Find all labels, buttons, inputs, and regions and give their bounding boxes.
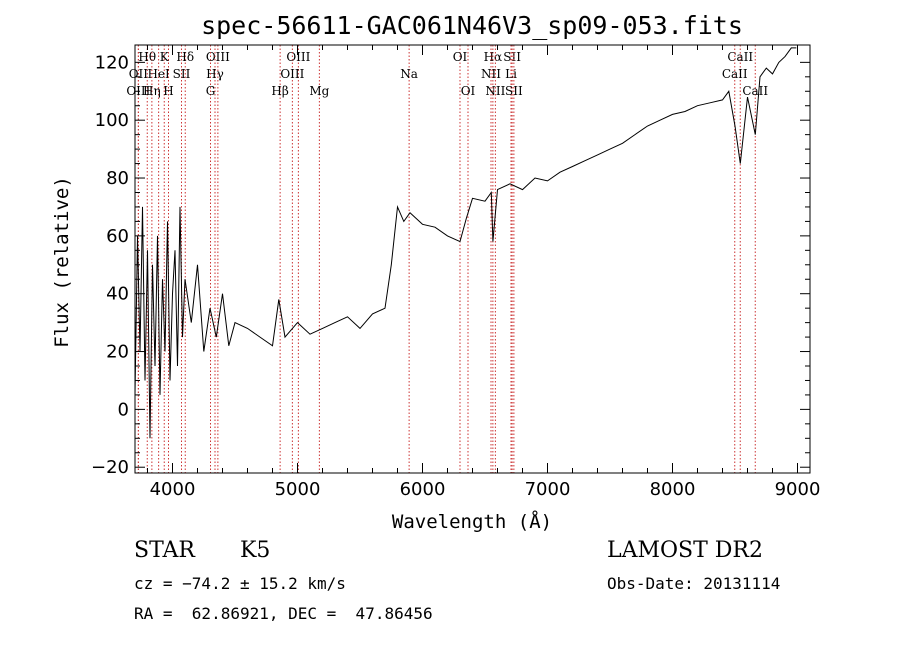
observation-date: Obs-Date: 20131114 xyxy=(607,574,781,593)
spectral-line-label: NII xyxy=(481,67,501,81)
survey-label: LAMOST DR2 xyxy=(607,538,763,563)
spectral-line-label: OIII xyxy=(280,67,304,81)
spectral-line-label: SII xyxy=(505,84,523,98)
spectral-line-label: G xyxy=(206,84,216,98)
spectral-line-label: SII xyxy=(173,67,191,81)
spectral-line-label: Li xyxy=(505,67,517,81)
object-subclass: K5 xyxy=(240,538,271,563)
spectral-line-label: Mg xyxy=(309,84,329,98)
x-tick-label: 4000 xyxy=(150,479,196,500)
plot-frame xyxy=(134,44,811,474)
y-tick-label: 20 xyxy=(106,342,129,363)
spectral-line-label: H xyxy=(163,84,173,98)
spectral-line-label: HeI xyxy=(147,67,170,81)
spectral-line-label: Hα xyxy=(484,50,503,64)
spectral-line-label: Hβ xyxy=(271,84,288,98)
coordinates: RA = 62.86921, DEC = 47.86456 xyxy=(134,604,433,623)
y-tick-label: 40 xyxy=(106,284,129,305)
chart-title: spec-56611-GAC061N46V3_sp09-053.fits xyxy=(201,11,743,40)
x-tick-label: 8000 xyxy=(650,479,696,500)
spectrum-chart: spec-56611-GAC061N46V3_sp09-053.fits HθO… xyxy=(51,11,820,533)
spectral-line-label: OIII xyxy=(286,50,310,64)
x-axis-label: Wavelength (Å) xyxy=(392,510,552,533)
x-tick-label: 5000 xyxy=(275,479,321,500)
spectral-line-label: SII xyxy=(503,50,521,64)
y-tick-label: −20 xyxy=(91,457,129,478)
x-tick-label: 7000 xyxy=(525,479,571,500)
spectral-line-label: Hη xyxy=(143,84,161,98)
spectral-line-label: CaII xyxy=(727,50,753,64)
object-class: STAR xyxy=(134,538,195,563)
y-axis-label: Flux (relative) xyxy=(51,176,73,348)
y-tick-label: 60 xyxy=(106,226,129,247)
spectrum-series-line xyxy=(134,47,797,439)
spectral-line-label: K xyxy=(160,50,170,64)
spectral-line-label: OI xyxy=(461,84,476,98)
spectral-line-label: OIII xyxy=(206,50,230,64)
y-tick-label: 0 xyxy=(118,399,129,420)
axis-ticks: 4000 5000 6000 7000 8000 9000 −20 0 20 40 60 80 100 1… xyxy=(91,45,820,500)
redshift-velocity: cz = −74.2 ± 15.2 km/s xyxy=(134,574,346,593)
spectral-line-label: CaII xyxy=(742,84,768,98)
y-tick-label: 100 xyxy=(95,110,129,131)
spectral-line-label: Hδ xyxy=(176,50,194,64)
spectral-line-label: NII xyxy=(485,84,505,98)
y-tick-label: 80 xyxy=(106,168,129,189)
x-tick-label: 6000 xyxy=(400,479,446,500)
spectral-line-label: Na xyxy=(400,67,418,81)
y-tick-label: 120 xyxy=(95,52,129,73)
spectral-line-label: CaII xyxy=(722,67,748,81)
spectral-line-label: Hγ xyxy=(206,67,224,81)
spectral-line-label: OI xyxy=(453,50,468,64)
x-tick-label: 9000 xyxy=(775,479,821,500)
